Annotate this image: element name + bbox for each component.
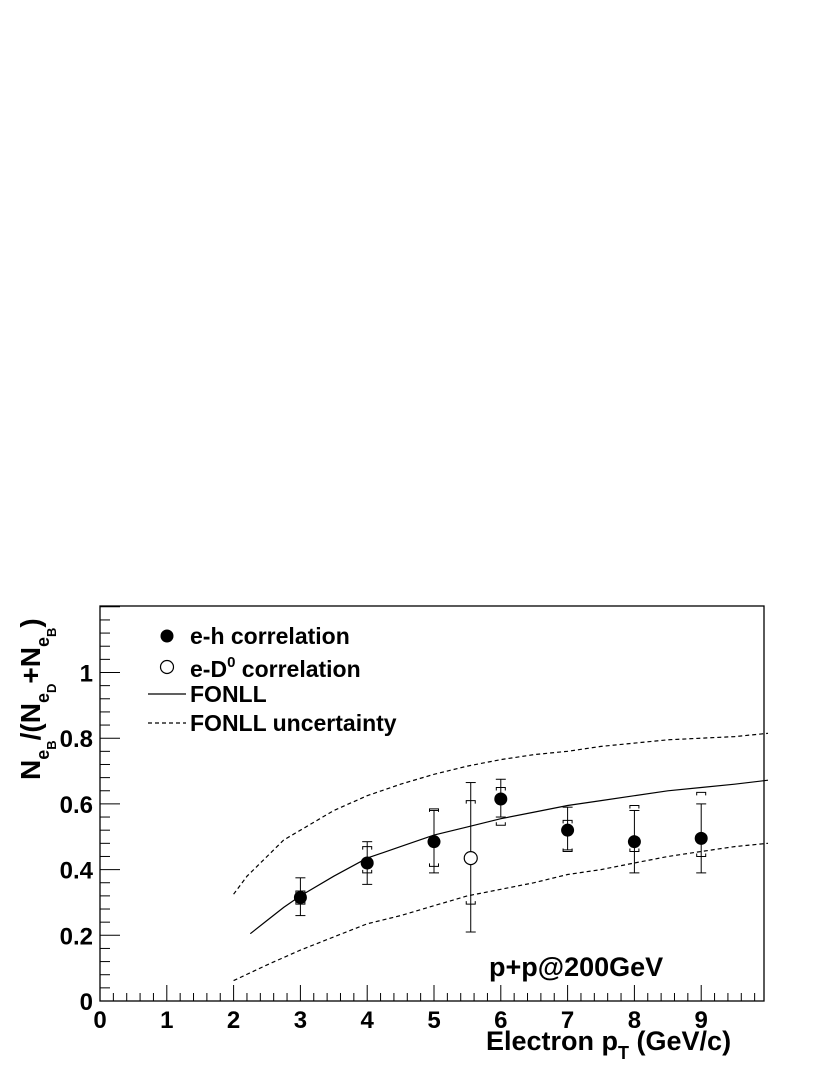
legend-label-ed0: e-D0 correlation [190, 654, 361, 682]
eh-point [627, 835, 641, 849]
x-tick-label: 4 [361, 1007, 375, 1034]
x-tick-label: 2 [227, 1007, 240, 1034]
y-axis-label-plus: +N [15, 647, 46, 684]
y-tick-labels: 0 0.2 0.4 0.6 0.8 1 [60, 661, 94, 1017]
eh-sys-bracket [629, 805, 640, 809]
ed0-sys-bracket [465, 901, 476, 905]
y-tick-label: 0.6 [60, 792, 93, 819]
eh-sys-bracket [295, 901, 306, 905]
x-axis-label-main: Electron p [486, 1026, 618, 1056]
x-tick-label: 8 [628, 1007, 641, 1034]
annotation-energy: p+p@200GeV [489, 952, 663, 982]
fonll-curve [249, 779, 769, 935]
y-axis-label-sub3: e [33, 637, 53, 647]
legend-marker-eh [160, 629, 174, 643]
legend-label-ed0-main: e-D [190, 656, 227, 682]
eh-sys-bracket [495, 786, 506, 791]
eh-point [293, 891, 307, 905]
legend-label-fonll-uncertainty: FONLL uncertainty [190, 710, 397, 736]
axis-ticks [99, 606, 756, 1002]
eh-point [360, 856, 374, 870]
y-axis-label-close: ) [15, 618, 46, 627]
ed0-point [463, 851, 478, 866]
fonll-curves [233, 732, 769, 982]
eh-sys-bracket [362, 846, 373, 850]
eh-sys-bracket [429, 863, 439, 867]
eh-sys-bracket [562, 819, 573, 824]
ed0-sys-bracket [465, 800, 476, 804]
fonll-uncertainty-upper-curve [233, 732, 769, 895]
y-axis-label-sub2: e [33, 693, 53, 703]
x-axis-label: Electron pT (GeV/c) [486, 1026, 731, 1063]
x-axis-label-tail: (GeV/c) [629, 1026, 731, 1056]
x-tick-label: 0 [93, 1007, 106, 1034]
eh-sys-bracket [362, 869, 373, 874]
y-tick-label: 1 [80, 661, 93, 688]
data-points [293, 778, 708, 933]
x-axis-label-sub: T [618, 1043, 629, 1063]
legend-label-fonll: FONLL [190, 681, 267, 707]
y-tick-label: 0.2 [60, 923, 93, 950]
eh-point [561, 823, 575, 837]
eh-point [494, 792, 508, 806]
legend: e-h correlation e-D0 correlation FONLL F… [148, 623, 397, 736]
y-tick-label: 0 [80, 989, 93, 1016]
eh-sys-bracket [429, 808, 439, 812]
x-tick-label: 9 [695, 1007, 708, 1034]
eh-sys-bracket [696, 791, 707, 796]
x-tick-label: 5 [427, 1007, 440, 1034]
y-axis-label-subsub1: B [44, 740, 59, 749]
y-tick-label: 0.8 [60, 726, 93, 753]
x-tick-label: 6 [494, 1007, 507, 1034]
fonll-uncertainty-lower-curve [233, 842, 769, 982]
y-axis-label: NeB/(NeD+NeB) [15, 618, 59, 780]
y-axis-label-sub1: e [33, 750, 53, 760]
x-tick-label: 3 [294, 1007, 307, 1034]
eh-point [694, 831, 708, 845]
legend-marker-ed0 [159, 659, 175, 675]
eh-sys-bracket [696, 853, 707, 857]
eh-point [427, 835, 441, 849]
eh-sys-bracket [495, 822, 506, 826]
y-axis-label-subsub3: B [44, 628, 59, 637]
y-axis-label-subsub2: D [44, 684, 59, 693]
legend-label-ed0-sup: 0 [227, 654, 235, 671]
legend-label-ed0-tail: correlation [235, 656, 360, 682]
legend-label-eh: e-h correlation [190, 623, 350, 649]
eh-sys-bracket [629, 848, 640, 853]
y-axis-label-n1: N [15, 760, 46, 780]
y-tick-label: 0.4 [60, 858, 94, 885]
eh-sys-bracket [295, 890, 306, 894]
x-tick-labels: 0 1 2 3 4 5 6 7 8 9 [93, 1007, 708, 1034]
x-tick-label: 7 [561, 1007, 574, 1034]
x-tick-label: 1 [160, 1007, 173, 1034]
eh-sys-bracket [562, 848, 573, 853]
y-axis-label-mid: /(N [15, 703, 46, 740]
